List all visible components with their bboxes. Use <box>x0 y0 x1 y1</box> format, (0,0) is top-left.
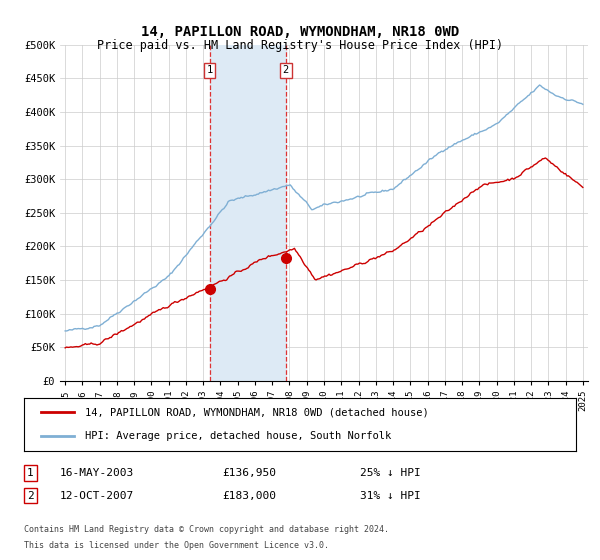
Text: 16-MAY-2003: 16-MAY-2003 <box>60 468 134 478</box>
Text: 14, PAPILLON ROAD, WYMONDHAM, NR18 0WD: 14, PAPILLON ROAD, WYMONDHAM, NR18 0WD <box>141 25 459 39</box>
Text: 31% ↓ HPI: 31% ↓ HPI <box>360 491 421 501</box>
Text: £136,950: £136,950 <box>222 468 276 478</box>
Text: This data is licensed under the Open Government Licence v3.0.: This data is licensed under the Open Gov… <box>24 542 329 550</box>
Text: 1: 1 <box>27 468 34 478</box>
Text: HPI: Average price, detached house, South Norfolk: HPI: Average price, detached house, Sout… <box>85 431 391 441</box>
Text: 12-OCT-2007: 12-OCT-2007 <box>60 491 134 501</box>
Text: 2: 2 <box>283 66 289 76</box>
Text: 1: 1 <box>206 66 213 76</box>
Text: 14, PAPILLON ROAD, WYMONDHAM, NR18 0WD (detached house): 14, PAPILLON ROAD, WYMONDHAM, NR18 0WD (… <box>85 408 428 418</box>
Text: 2: 2 <box>27 491 34 501</box>
Text: £183,000: £183,000 <box>222 491 276 501</box>
Bar <box>209 45 286 381</box>
Text: 25% ↓ HPI: 25% ↓ HPI <box>360 468 421 478</box>
Text: Contains HM Land Registry data © Crown copyright and database right 2024.: Contains HM Land Registry data © Crown c… <box>24 525 389 534</box>
Text: Price paid vs. HM Land Registry's House Price Index (HPI): Price paid vs. HM Land Registry's House … <box>97 39 503 52</box>
